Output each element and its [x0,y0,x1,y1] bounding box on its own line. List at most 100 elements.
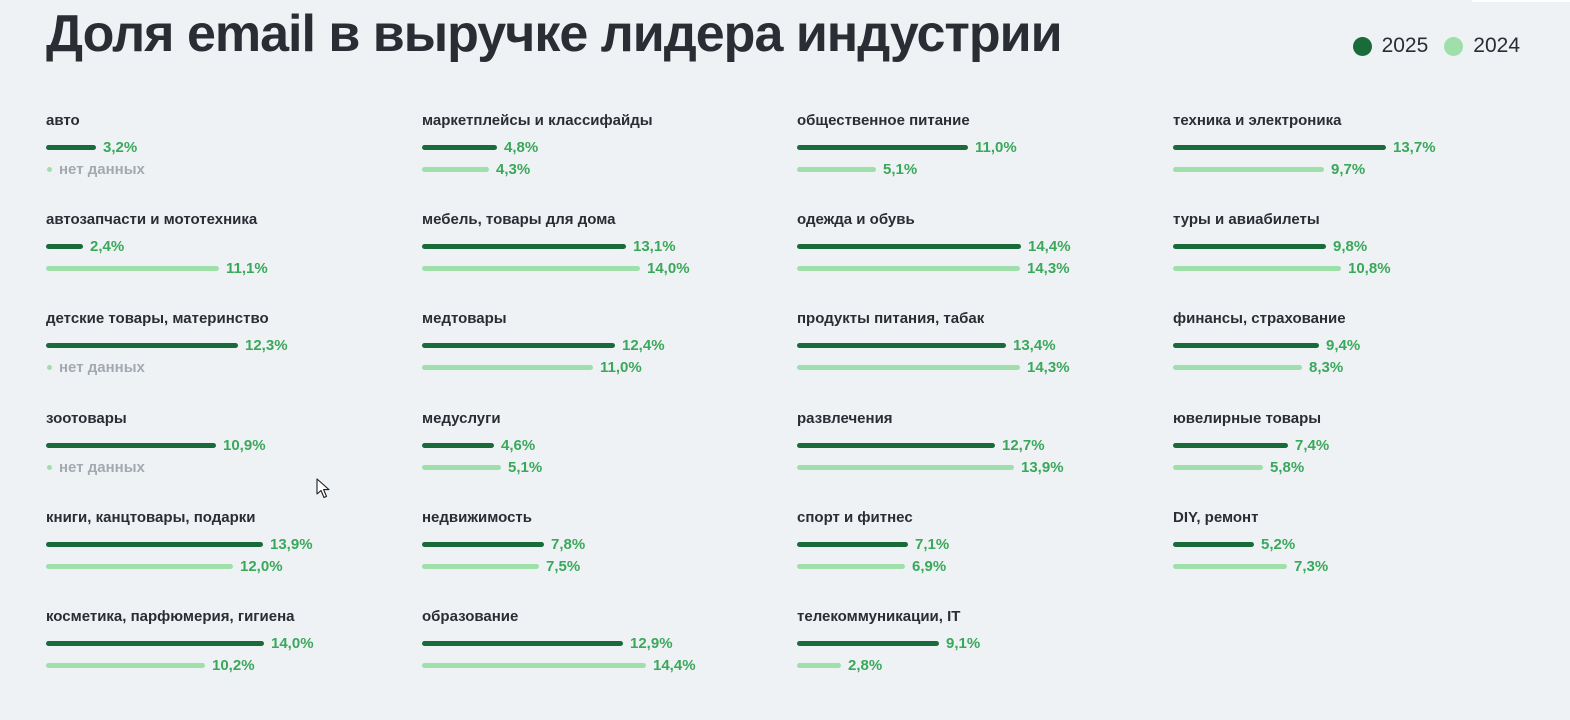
value-label-2024: 12,0% [240,557,283,575]
category-label: авто [46,112,80,129]
category-label: техника и электроника [1173,112,1342,129]
category-label: одежда и обувь [797,211,915,228]
category-label: медтовары [422,310,507,327]
bar-row-2025: 12,4% [422,337,665,354]
bar-2024 [422,364,593,370]
category-label: книги, канцтовары, подарки [46,509,256,526]
bar-row-2025: 14,0% [46,634,314,652]
category-label: косметика, парфюмерия, гигиена [46,608,295,625]
bar-row-2024: 14,3% [797,260,1070,277]
value-label-2024: 2,8% [848,656,883,674]
value-label-2024: 14,3% [1027,358,1070,376]
value-label-2024: 5,1% [508,458,543,476]
value-label-2025: 12,7% [1002,436,1045,454]
no-data-label: нет данных [59,160,145,178]
bar-row-2024: 4,3% [422,161,530,178]
category-label: телекоммуникации, IT [797,608,961,625]
value-label-2025: 11,0% [975,138,1017,156]
value-label-2025: 3,2% [103,138,138,156]
category-label: туры и авиабилеты [1173,211,1320,228]
bar-2024 [422,662,646,668]
bar-2024 [46,662,205,668]
value-label-2024: 7,3% [1294,557,1329,575]
bar-2025 [422,144,497,150]
value-label-2024: 13,9% [1021,458,1064,476]
value-label-2024: 5,1% [883,160,918,178]
top-strip [1472,0,1570,2]
category-label: продукты питания, табак [797,310,985,327]
bar-row-2024: 9,7% [1173,160,1366,178]
bar-row-2025: 7,8% [422,535,586,553]
bar-row-2025: 4,8% [422,138,539,156]
bar-2025 [422,243,626,249]
bar-2025 [1173,541,1254,547]
bar-2024 [1173,364,1302,370]
category-label: DIY, ремонт [1173,509,1259,526]
value-label-2025: 14,0% [271,634,314,652]
bar-row-2024: нет данных [46,160,145,178]
value-label-2025: 12,9% [630,634,673,652]
value-label-2024: 10,2% [212,656,255,674]
bar-2024 [797,563,905,569]
bar-2024 [1173,166,1324,172]
bar-row-2024: 14,4% [422,657,696,674]
bar-row-2024: 8,3% [1173,359,1343,376]
bar-2025 [797,442,995,448]
value-label-2025: 13,7% [1393,138,1436,156]
value-label-2024: 9,7% [1331,160,1366,178]
bar-row-2025: 2,4% [46,237,125,255]
bar-row-2025: 9,8% [1173,238,1367,255]
value-label-2024: 11,1% [226,259,268,277]
bar-2025 [1173,442,1288,448]
bar-2025 [46,640,264,646]
value-label-2025: 2,4% [90,237,125,255]
value-label-2025: 9,1% [946,634,981,652]
bar-2025 [1173,144,1386,150]
bar-row-2025: 13,7% [1173,138,1436,156]
bar-row-2024: 7,3% [1173,557,1329,575]
bar-row-2024: 11,0% [422,359,642,376]
bar-2024 [797,662,841,668]
bar-row-2025: 11,0% [797,138,1017,156]
value-label-2024: 6,9% [912,557,947,575]
bar-2025 [422,442,494,448]
bar-2025 [797,144,968,150]
bar-2025 [46,342,238,348]
category-label: медуслуги [422,410,501,427]
bar-2025 [797,342,1006,348]
bar-row-2025: 7,4% [1173,436,1330,454]
value-label-2025: 4,6% [501,436,536,454]
bar-row-2024: 11,1% [46,259,268,277]
bar-2025 [422,541,544,547]
value-label-2025: 4,8% [504,138,539,156]
bar-2024 [797,464,1014,470]
value-label-2025: 7,4% [1295,436,1330,454]
category-label: детские товары, материнство [46,310,269,327]
bar-row-2024: 7,5% [422,557,581,575]
bar-row-2024: 14,0% [422,260,690,277]
bar-row-2024: 2,8% [797,656,883,674]
value-label-2024: 7,5% [546,557,581,575]
category-label: спорт и фитнес [797,509,913,526]
value-label-2025: 12,3% [245,336,288,354]
category-label: маркетплейсы и классифайды [422,112,653,129]
bar-2024 [1173,265,1341,271]
bar-row-2024: 13,9% [797,458,1064,476]
bar-row-2024: 5,1% [422,458,543,476]
value-label-2025: 13,4% [1013,336,1056,354]
category-label: развлечения [797,410,893,427]
value-label-2024: 5,8% [1270,458,1305,476]
legend-label-2025: 2025 [1381,34,1429,57]
category-label: образование [422,608,519,625]
bar-row-2025: 10,9% [46,437,266,454]
bar-row-2025: 3,2% [46,138,138,156]
bar-row-2024: 5,1% [797,160,918,178]
bar-2025 [46,144,96,150]
value-label-2025: 7,8% [551,535,586,553]
legend: 2025 2024 [1337,34,1520,58]
bar-row-2025: 12,7% [797,436,1045,454]
bar-2024 [797,364,1020,370]
category-label: общественное питание [797,112,970,129]
bar-2024 [1173,563,1287,569]
